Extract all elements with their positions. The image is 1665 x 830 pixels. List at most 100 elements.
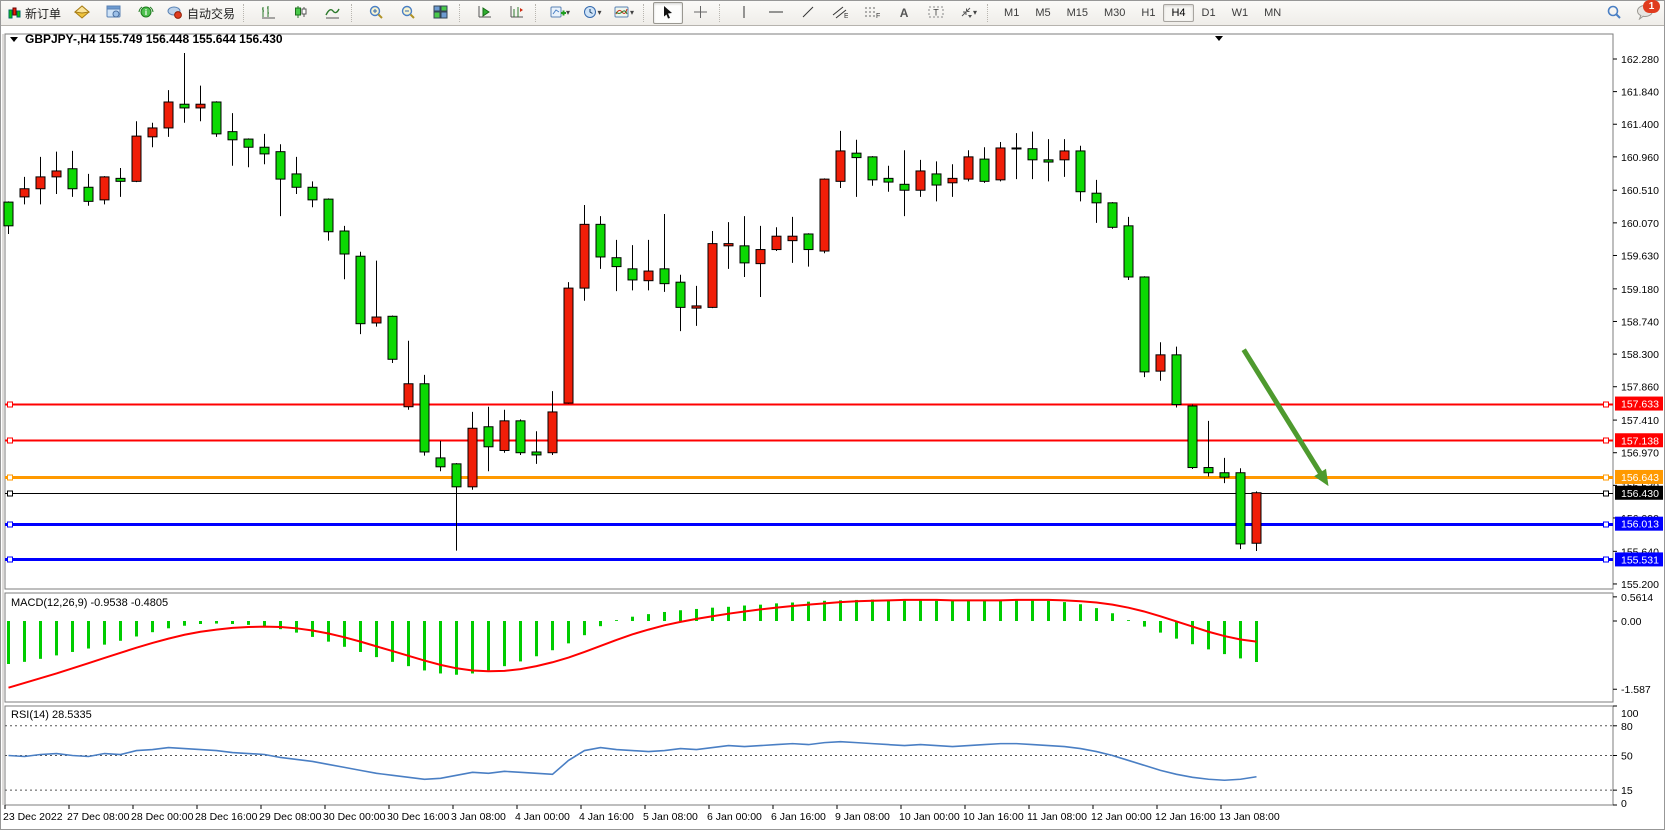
market-watch-button[interactable]	[99, 2, 129, 24]
chart-area[interactable]: 162.280 161.840 161.400 160.960 160.510 160.0…	[1, 25, 1665, 829]
timeframe-mn-button[interactable]: MN	[1264, 7, 1282, 19]
arrows-tool-button[interactable]: ▾	[953, 2, 983, 24]
hline-handle[interactable]	[1603, 474, 1609, 481]
time-label: 4 Jan 16:00	[579, 811, 634, 823]
horizontal-line-icon	[768, 5, 784, 21]
candle	[339, 230, 350, 255]
fibonacci-tool-button[interactable]: F	[857, 2, 887, 24]
zoom-out-button[interactable]	[393, 2, 423, 24]
candle	[435, 457, 446, 468]
timeframe-h1-button[interactable]: H1	[1141, 7, 1156, 19]
price-axis[interactable]: 162.280 161.840 161.400 160.960 160.510 160.0…	[1613, 54, 1659, 591]
autotrading-label: 自动交易	[187, 6, 236, 21]
candle	[243, 138, 254, 148]
hline-handle[interactable]	[7, 401, 13, 408]
candle	[147, 127, 158, 138]
cursor-tool-button[interactable]	[653, 2, 684, 24]
crosshair-tool-button[interactable]	[685, 2, 715, 24]
candle	[1235, 472, 1246, 545]
svg-text:161.840: 161.840	[1621, 87, 1659, 99]
autotrading-button[interactable]: 自动交易	[163, 2, 239, 24]
timeframe-m15-button[interactable]: M15	[1066, 7, 1088, 19]
auto-scroll-button[interactable]	[469, 2, 499, 24]
svg-text:0.5614: 0.5614	[1621, 592, 1653, 604]
candle	[883, 177, 894, 183]
svg-text:157.633: 157.633	[1621, 399, 1659, 411]
timeframe-m1-button[interactable]: M1	[1004, 7, 1020, 19]
text-label-tool-button[interactable]: T	[921, 2, 951, 24]
collapse-trade-panel-icon[interactable]	[10, 37, 18, 42]
axis-price-boxes: 157.633 157.138 156.643 156.430 156.013 155.5…	[1615, 396, 1663, 567]
bar-chart-button[interactable]	[253, 2, 283, 24]
periods-dropdown-button[interactable]: ▾	[577, 2, 607, 24]
text-tool-button[interactable]: A	[889, 2, 919, 24]
candle	[1139, 276, 1150, 373]
hline-handle[interactable]	[1603, 556, 1609, 563]
svg-text:-1.587: -1.587	[1621, 684, 1651, 696]
chart-shift-button[interactable]	[501, 2, 531, 24]
hline-handle[interactable]	[1603, 401, 1609, 408]
toolbar-separator	[243, 4, 249, 22]
hline-handle[interactable]	[7, 490, 13, 497]
trend-arrow-annotation[interactable]	[1241, 348, 1329, 487]
trendline-tool-button[interactable]	[793, 2, 823, 24]
time-label: 6 Jan 00:00	[707, 811, 762, 823]
equidistant-channel-tool-button[interactable]: E	[825, 2, 855, 24]
hline-handle[interactable]	[1603, 437, 1609, 444]
timeframe-d1-button[interactable]: D1	[1201, 7, 1216, 19]
time-label: 12 Jan 16:00	[1155, 811, 1216, 823]
hline-handle[interactable]	[1603, 490, 1609, 497]
time-label: 28 Dec 16:00	[195, 811, 258, 823]
line-chart-button[interactable]	[317, 2, 347, 24]
clock-icon	[583, 5, 598, 21]
candle	[995, 147, 1006, 181]
candle-chart-button[interactable]	[285, 2, 315, 24]
timeframe-m5-button[interactable]: M5	[1035, 7, 1051, 19]
time-axis[interactable]: 23 Dec 2022 27 Dec 08:00 28 Dec 00:00 28 De…	[3, 805, 1280, 823]
candle	[1107, 202, 1118, 228]
quotes-button[interactable]	[67, 2, 97, 24]
candle	[1043, 159, 1054, 163]
candle	[579, 223, 590, 289]
candle	[531, 451, 542, 456]
hline-handle[interactable]	[1603, 521, 1609, 528]
candle	[819, 178, 830, 252]
search-button[interactable]	[1599, 2, 1629, 24]
candle	[1155, 354, 1166, 372]
hline-handle[interactable]	[7, 474, 13, 481]
time-label: 13 Jan 08:00	[1219, 811, 1280, 823]
macd-signal-line	[8, 598, 1257, 689]
time-label: 28 Dec 00:00	[131, 811, 194, 823]
hline-handle[interactable]	[7, 556, 13, 563]
timeframe-m30-button[interactable]: M30	[1104, 7, 1126, 19]
candle	[355, 255, 366, 325]
templates-dropdown-button[interactable]: ▾	[609, 2, 639, 24]
candle	[195, 103, 206, 109]
toolbar-separator	[643, 4, 649, 22]
zoom-out-icon	[400, 5, 416, 22]
candle-chart-icon	[293, 5, 308, 21]
svg-text:157.860: 157.860	[1621, 382, 1659, 394]
time-label: 11 Jan 08:00	[1027, 811, 1087, 823]
main-toolbar: 新订单 i 自动交易	[1, 0, 1664, 26]
hline-objects[interactable]	[5, 401, 1613, 563]
news-button[interactable]: i	[131, 2, 161, 24]
notifications-button[interactable]: 1	[1636, 0, 1660, 23]
new-order-button[interactable]: 新订单	[4, 2, 65, 24]
hline-handle[interactable]	[7, 521, 13, 528]
svg-text:162.280: 162.280	[1621, 54, 1659, 66]
add-indicator-button[interactable]: ▾	[545, 2, 575, 24]
time-label: 5 Jan 08:00	[643, 811, 698, 823]
horizontal-line-tool-button[interactable]	[761, 2, 791, 24]
candle	[99, 176, 110, 201]
timeframe-h4-button[interactable]: H4	[1163, 4, 1194, 22]
crosshair-icon	[693, 5, 708, 21]
zoom-in-button[interactable]	[361, 2, 391, 24]
add-indicator-icon	[550, 5, 567, 21]
vertical-line-tool-button[interactable]	[729, 2, 759, 24]
tile-windows-button[interactable]	[425, 2, 455, 24]
timeframe-w1-button[interactable]: W1	[1231, 7, 1249, 19]
hline-handle[interactable]	[7, 437, 13, 444]
dropdown-caret-icon: ▾	[973, 8, 978, 17]
macd-label: MACD(12,26,9) -0.9538 -0.4805	[11, 597, 168, 609]
